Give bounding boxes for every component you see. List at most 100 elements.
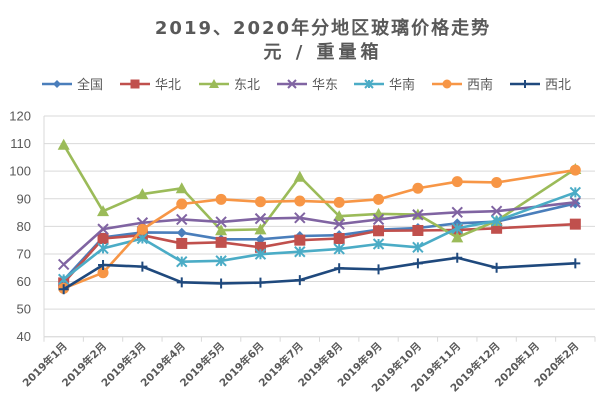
data-point	[491, 262, 502, 273]
series-西南	[58, 164, 581, 294]
plus-marker-shape	[491, 262, 502, 273]
y-tick-label: 80	[17, 219, 31, 234]
plus-marker-shape	[373, 264, 384, 275]
data-point	[175, 182, 188, 194]
x-marker	[287, 79, 297, 89]
x-marker-shape	[97, 223, 109, 235]
triangle-marker-shape	[254, 223, 267, 235]
data-point	[97, 223, 109, 235]
triangle-marker-shape	[175, 182, 188, 194]
star-marker-shape	[412, 241, 424, 254]
legend-item[interactable]: 华北	[120, 78, 181, 93]
legend-item[interactable]: 西南	[432, 77, 493, 93]
data-point	[293, 170, 306, 182]
data-point	[490, 205, 503, 217]
data-point	[136, 223, 148, 235]
circle-marker-shape	[215, 193, 227, 205]
legend-item[interactable]: 华南	[354, 77, 415, 93]
data-point	[176, 227, 187, 238]
legend-item[interactable]: 全国	[42, 77, 103, 93]
legend-label: 华北	[155, 78, 181, 93]
data-point	[569, 218, 581, 230]
x-marker-shape	[412, 209, 424, 221]
x-marker-shape	[215, 216, 227, 228]
legend-label: 西南	[467, 77, 493, 93]
data-point	[97, 232, 109, 244]
data-point	[58, 284, 69, 295]
x-marker-shape	[254, 212, 267, 225]
triangle-marker-shape	[209, 79, 219, 88]
series-lines	[57, 138, 582, 295]
star-marker-shape	[294, 246, 306, 258]
data-point	[412, 182, 424, 194]
x-marker-shape	[451, 206, 463, 218]
star-marker-shape	[451, 222, 463, 234]
legend-item[interactable]: 华东	[277, 78, 338, 93]
data-point	[254, 196, 266, 208]
square-marker-shape	[97, 232, 109, 244]
chart-subtitle: 元 / 重量箱	[263, 42, 383, 63]
legend-label: 华南	[389, 77, 415, 93]
diamond-marker-shape	[53, 80, 61, 88]
data-point	[216, 278, 227, 289]
y-tick-label: 120	[9, 109, 31, 124]
triangle-marker-shape	[333, 210, 346, 222]
data-point	[451, 231, 464, 243]
data-point	[57, 258, 70, 271]
data-point	[215, 193, 227, 205]
x-marker-shape	[57, 258, 70, 271]
plus-marker-shape	[176, 277, 187, 288]
diamond-marker-shape	[176, 227, 187, 238]
star-marker-shape	[333, 243, 345, 255]
series-华东	[57, 196, 582, 271]
plus-marker-shape	[216, 278, 227, 289]
legend: 全国 华北 东北 华东 华南 西南 西北	[42, 77, 571, 93]
circle-marker-shape	[294, 195, 306, 207]
circle-marker-shape	[254, 196, 266, 208]
triangle-marker-shape	[136, 188, 149, 200]
x-marker-shape	[569, 196, 582, 209]
data-point	[176, 277, 187, 288]
star-marker-shape	[490, 215, 503, 227]
circle-marker-shape	[97, 267, 109, 279]
star-marker-shape	[176, 255, 188, 268]
y-axis: 40 50 60 70 80 90 100 110 120	[9, 109, 45, 344]
data-point	[176, 198, 188, 210]
data-point	[254, 212, 267, 225]
data-point	[97, 267, 109, 279]
square-marker-shape	[491, 222, 503, 234]
legend-item[interactable]: 东北	[199, 78, 260, 93]
data-point	[491, 176, 503, 188]
x-marker-shape	[372, 213, 385, 226]
x-marker-shape	[333, 218, 345, 230]
data-point	[57, 273, 70, 286]
legend-label: 西北	[545, 78, 571, 93]
plus-marker-shape	[452, 252, 463, 263]
plus-marker-shape	[98, 259, 109, 270]
star-marker-shape	[364, 79, 374, 89]
plus-marker	[521, 80, 529, 88]
series-西北	[58, 252, 581, 295]
square-marker	[130, 79, 140, 89]
y-tick-label: 100	[9, 164, 31, 179]
data-point	[97, 242, 109, 255]
star-marker-shape	[254, 248, 267, 260]
data-point	[136, 232, 149, 245]
star-marker	[364, 79, 374, 89]
star-marker-shape	[569, 186, 582, 199]
legend-item[interactable]: 西北	[510, 78, 571, 93]
data-point	[569, 186, 582, 199]
circle-marker	[442, 79, 452, 89]
plus-marker-shape	[521, 80, 529, 88]
y-tick-label: 60	[17, 274, 31, 289]
data-point	[412, 224, 424, 236]
data-point	[176, 213, 188, 226]
circle-marker-shape	[442, 79, 452, 89]
diamond-marker	[53, 80, 61, 88]
data-point	[57, 138, 70, 150]
data-point	[294, 246, 306, 258]
data-point	[451, 176, 463, 188]
square-marker-shape	[176, 237, 188, 249]
data-point	[254, 223, 267, 235]
data-point	[570, 258, 581, 269]
